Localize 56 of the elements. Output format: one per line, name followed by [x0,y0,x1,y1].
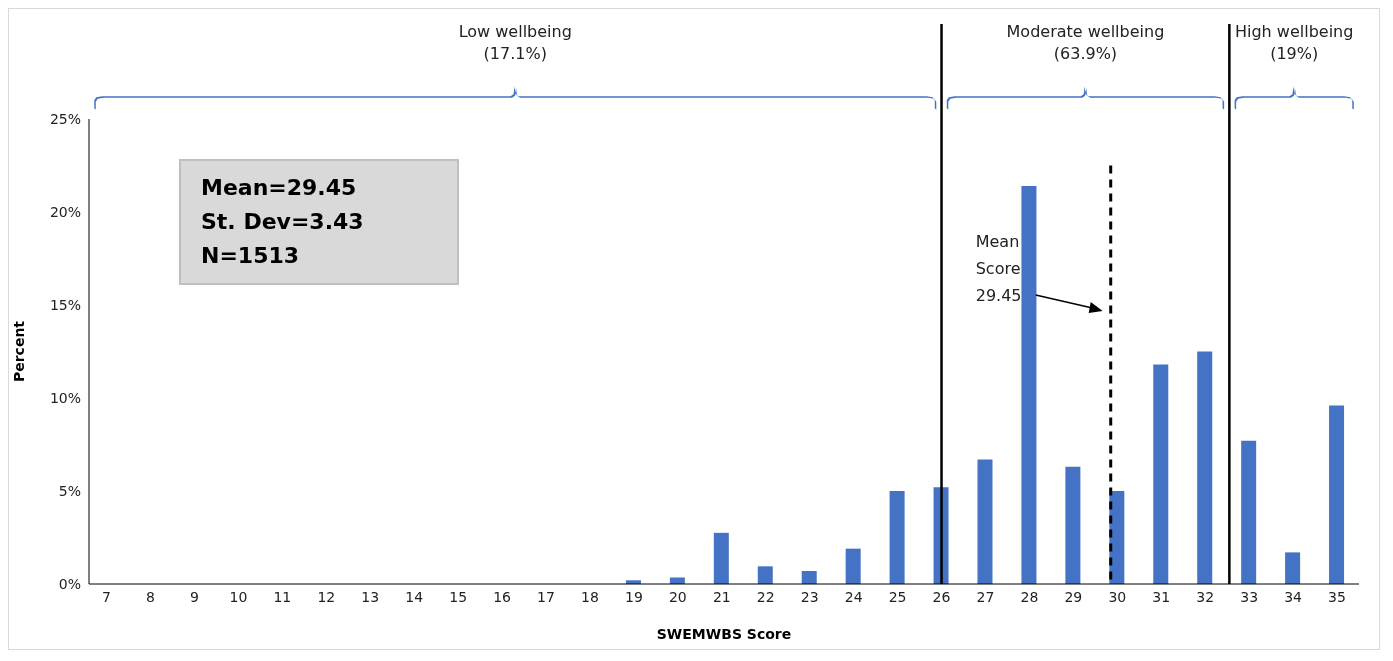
y-tick-label: 10% [49,389,81,406]
x-tick-label: 30 [1108,588,1127,605]
bar [757,566,773,584]
bar [977,459,993,584]
y-tick-label: 5% [58,482,81,499]
x-tick-label: 11 [273,588,292,605]
x-tick-label: 10 [229,588,248,605]
x-tick-label: 15 [449,588,468,605]
bar [845,548,861,584]
x-tick-label: 14 [405,588,424,605]
x-tick-label: 18 [581,588,599,605]
y-tick-label: 15% [49,296,81,313]
x-tick-label: 34 [1284,588,1303,605]
bar [801,570,817,584]
x-tick-label: 19 [625,588,643,605]
x-tick-label: 24 [844,588,863,605]
bar [1153,364,1169,584]
bar [1241,440,1257,584]
x-tick-label: 7 [102,588,112,605]
text: Low wellbeing (17.1%) [458,22,572,63]
x-tick-label: 33 [1240,588,1259,605]
y-tick-label: 20% [49,203,81,220]
x-tick-label: 20 [668,588,687,605]
text: Moderate wellbeing (63.9%) [1006,22,1165,63]
x-tick-label: 32 [1196,588,1215,605]
y-tick-label: 25% [49,110,81,127]
bar [1285,552,1301,584]
ref-line-label: Mean Score 29.45 [975,232,1022,305]
x-tick-label: 22 [756,588,775,605]
x-tick-label: 27 [976,588,995,605]
x-tick-label: 35 [1328,588,1346,605]
text-box: Mean=29.45 St. Dev=3.43 N=1513 [179,159,459,285]
x-tick-label: 25 [888,588,907,605]
x-tick-label: 23 [800,588,819,605]
x-tick-label: 17 [537,588,555,605]
y-tick-label: 0% [58,575,81,592]
x-tick-label: 16 [493,588,512,605]
x-tick-label: 28 [1020,588,1039,605]
text: High wellbeing (19%) [1234,22,1354,63]
bar [669,577,685,584]
x-axis-title: SWEMWBS Score [656,626,792,642]
bar [1197,351,1213,584]
x-tick-label: 29 [1064,588,1083,605]
y-axis-title: Percent [10,320,27,383]
x-tick-label: 12 [317,588,336,605]
bar [713,532,729,584]
x-tick-label: 8 [146,588,155,605]
x-tick-label: 9 [190,588,199,605]
bar [1021,185,1037,584]
bar [1065,466,1081,584]
bar [1329,405,1345,584]
x-tick-label: 31 [1152,588,1171,605]
x-tick-label: 26 [932,588,951,605]
x-tick-label: 13 [361,588,380,605]
x-tick-label: 21 [712,588,731,605]
bar [889,491,905,584]
